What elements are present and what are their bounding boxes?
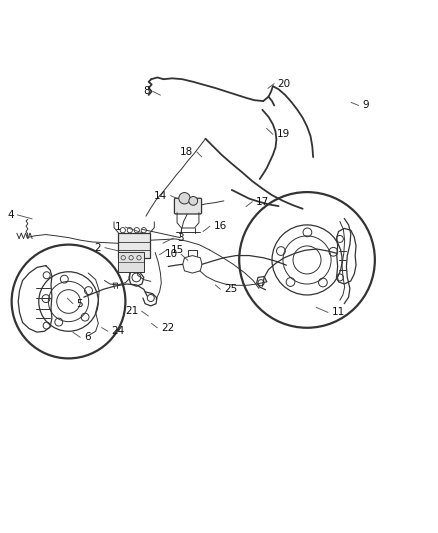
Circle shape — [178, 192, 190, 204]
Text: 1: 1 — [115, 222, 122, 232]
Text: 6: 6 — [84, 333, 90, 342]
Text: 8: 8 — [142, 86, 149, 96]
Text: 13: 13 — [123, 244, 136, 254]
Text: 4: 4 — [7, 210, 14, 220]
Text: 25: 25 — [223, 284, 237, 294]
Text: 10: 10 — [164, 249, 177, 259]
Text: 9: 9 — [361, 100, 368, 110]
Text: 5: 5 — [76, 298, 83, 309]
Text: 3: 3 — [177, 233, 183, 243]
Text: 15: 15 — [170, 245, 184, 255]
Text: 17: 17 — [255, 197, 268, 207]
Text: 2: 2 — [95, 243, 101, 253]
Text: 21: 21 — [124, 306, 138, 316]
Text: 22: 22 — [160, 323, 174, 333]
Circle shape — [188, 197, 197, 205]
Text: 14: 14 — [153, 191, 166, 200]
FancyBboxPatch shape — [174, 198, 201, 214]
Text: 11: 11 — [331, 308, 344, 318]
Text: 16: 16 — [213, 221, 226, 231]
FancyBboxPatch shape — [118, 253, 144, 272]
Text: 20: 20 — [277, 78, 290, 88]
FancyBboxPatch shape — [118, 233, 150, 258]
Text: 24: 24 — [111, 326, 124, 336]
Text: 19: 19 — [276, 130, 289, 139]
Text: 18: 18 — [180, 147, 193, 157]
